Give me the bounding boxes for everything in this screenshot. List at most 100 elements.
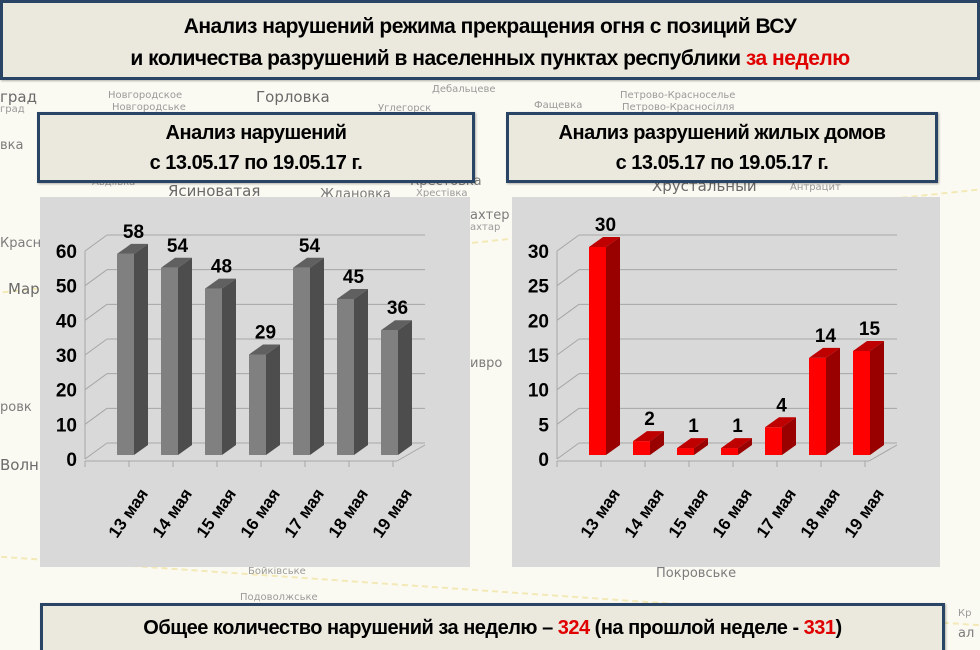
map-place-label: Новгородське (112, 102, 186, 113)
violations-chart: 0 10 20 30 40 50 60 58 13 мая 54 14 мая 48 15 мая 29 1… (40, 197, 470, 567)
title-line-2: и количества разрушений в населенных пун… (130, 47, 850, 70)
data-label: 48 (211, 257, 232, 278)
data-label: 29 (255, 322, 276, 343)
data-label: 36 (387, 298, 408, 319)
title-highlight: за неделю (745, 47, 850, 70)
map-place-label: ахтар (470, 222, 501, 233)
x-tick-label: 16 мая (709, 485, 756, 541)
map-place-label: Петрово-Красноселье (620, 90, 736, 101)
map-place-label: Дебальцеве (432, 84, 496, 95)
violations-panel-title: Анализ нарушений с 13.05.17 по 19.05.17 … (37, 112, 475, 183)
map-place-label: Антрацит (790, 182, 841, 193)
y-tick-label: 0 (538, 450, 549, 471)
x-tick-label: 17 мая (753, 485, 800, 541)
data-label: 14 (815, 326, 837, 347)
y-tick-label: 25 (528, 277, 550, 298)
destruction-chart: 0 5 10 15 20 25 30 30 13 мая 2 14 мая 1 15 мая 1 16 ма… (512, 197, 940, 567)
x-tick-label: 14 мая (621, 485, 668, 541)
map-place-label: Фащевка (534, 100, 583, 111)
y-tick-label: 0 (66, 450, 77, 471)
map-place-label: Покровське (656, 566, 737, 581)
y-tick-label: 5 (538, 415, 549, 436)
map-place-label: Углегорск (378, 103, 432, 114)
map-place-label: Горловка (256, 88, 330, 106)
data-label: 54 (167, 236, 189, 257)
bar (337, 289, 368, 455)
data-label: 4 (776, 395, 787, 416)
y-tick-label: 20 (528, 311, 549, 332)
bar (589, 237, 620, 455)
x-tick-label: 18 мая (797, 485, 844, 541)
data-label: 30 (595, 215, 616, 236)
bar (205, 278, 236, 455)
map-place-label: Бойківське (248, 566, 306, 577)
y-tick-label: 15 (528, 346, 550, 367)
destruction-title: Анализ разрушений жилых домов (558, 122, 886, 144)
data-label: 54 (299, 236, 321, 257)
bar (117, 243, 148, 455)
map-place-label: град (0, 88, 37, 106)
title-line-1: Анализ нарушений режима прекращения огня… (183, 15, 797, 38)
bar (249, 344, 280, 455)
total-violations: 324 (557, 617, 590, 639)
destruction-panel-title: Анализ разрушений жилых домов с 13.05.17… (506, 112, 938, 183)
y-tick-label: 10 (528, 381, 549, 402)
page-title: Анализ нарушений режима прекращения огня… (0, 0, 980, 80)
map-place-label: Новгородское (108, 90, 183, 101)
bar (381, 320, 412, 455)
y-tick-label: 30 (56, 346, 77, 367)
x-tick-label: 15 мая (193, 485, 240, 541)
bar (293, 257, 324, 455)
destruction-period: с 13.05.17 по 19.05.17 г. (615, 152, 829, 174)
map-place-label: Подоволжське (240, 592, 318, 603)
map-place-label: ровк (0, 400, 32, 415)
y-tick-label: 30 (528, 242, 549, 263)
y-tick-label: 50 (56, 277, 77, 298)
map-place-label: Петрово-Красносілля (622, 102, 735, 113)
y-tick-label: 60 (56, 242, 77, 263)
map-place-label: Ясиноватая (168, 182, 261, 200)
map-place-label: Волн (0, 456, 39, 474)
data-label: 1 (732, 416, 743, 437)
bar (765, 417, 796, 455)
x-tick-label: 13 мая (577, 485, 624, 541)
data-label: 2 (644, 409, 655, 430)
x-tick-label: 16 мая (237, 485, 284, 541)
previous-week-violations: 331 (803, 617, 836, 639)
map-place-label: ахтер (470, 208, 510, 223)
x-tick-label: 18 мая (325, 485, 372, 541)
bar (853, 341, 884, 455)
x-tick-label: 14 мая (149, 485, 196, 541)
bar (161, 257, 192, 455)
violations-title: Анализ нарушений (165, 122, 347, 144)
summary-box: Общее количество нарушений за неделю – 3… (40, 603, 945, 650)
data-label: 58 (123, 222, 144, 243)
y-tick-label: 40 (56, 311, 77, 332)
violations-period: с 13.05.17 по 19.05.17 г. (149, 152, 363, 174)
data-label: 1 (688, 416, 699, 437)
bar (809, 347, 840, 455)
map-place-label: ивро (470, 356, 503, 371)
x-tick-label: 13 мая (105, 485, 152, 541)
bar (633, 431, 664, 455)
map-place-label: Красн (0, 236, 42, 251)
x-tick-label: 17 мая (281, 485, 328, 541)
y-tick-label: 10 (56, 415, 77, 436)
map-place-label: Хрестівка (416, 188, 468, 199)
map-place-label: град (0, 104, 25, 115)
data-label: 45 (343, 267, 365, 288)
map-place-label: Кр (958, 608, 972, 619)
data-label: 15 (859, 319, 881, 340)
x-tick-label: 19 мая (369, 485, 416, 541)
x-tick-label: 15 мая (665, 485, 712, 541)
y-tick-label: 20 (56, 381, 77, 402)
x-tick-label: 19 мая (841, 485, 888, 541)
bar (677, 438, 708, 455)
map-place-label: Мар (8, 280, 40, 298)
bar (721, 438, 752, 455)
summary-line-1: Общее количество нарушений за неделю – 3… (143, 617, 842, 639)
destruction-bar-chart: 0 5 10 15 20 25 30 30 13 мая 2 14 мая 1 15 мая 1 16 ма… (528, 215, 898, 541)
map-place-label: вка (0, 138, 24, 153)
violations-bar-chart: 0 10 20 30 40 50 60 58 13 мая 54 14 мая 48 15 мая 29 1… (56, 222, 426, 541)
map-place-label: ал (958, 626, 975, 641)
